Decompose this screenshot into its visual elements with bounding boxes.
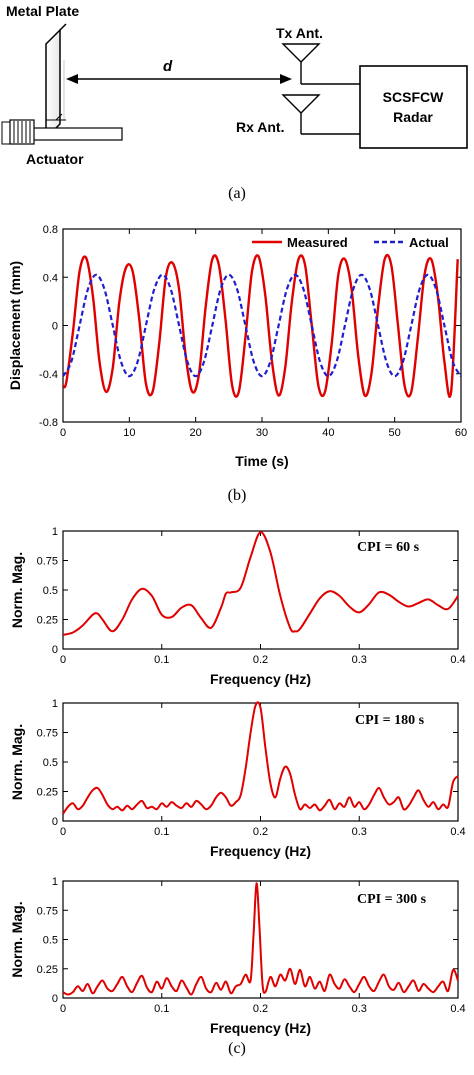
y-tick-label: 0.4 — [43, 272, 58, 284]
caption-c: (c) — [228, 1040, 246, 1057]
y-axis-label: Norm. Mag. — [9, 552, 25, 628]
cpi-annotation: CPI = 300 s — [357, 892, 427, 907]
rx-antenna-label: Rx Ant. — [236, 119, 284, 135]
x-tick-label: 10 — [123, 427, 135, 439]
actuator-motor — [1, 119, 35, 145]
y-axis-label: Norm. Mag. — [9, 724, 25, 800]
y-tick-label: 1 — [52, 526, 58, 538]
y-tick-label: 0.25 — [37, 787, 58, 799]
spectrum-series-line — [62, 882, 459, 996]
displacement-chart: 0 10 20 30 40 50 60 -0.8 -0.4 0 0.4 0.8 Time (s) Disp… — [7, 224, 467, 469]
schematic-diagram: Metal Plate Actuator d Tx Ant. — [1, 3, 468, 167]
plot-frame — [62, 228, 462, 423]
x-tick-label: 40 — [322, 427, 334, 439]
x-axis-label: Frequency (Hz) — [210, 671, 311, 687]
x-tick-label: 0.2 — [253, 826, 268, 838]
y-tick-label: 1 — [52, 698, 58, 710]
legend: Measured Actual — [252, 235, 449, 250]
radar-label-line1: SCSFCW — [383, 89, 444, 105]
y-tick-label: 0.8 — [43, 224, 58, 236]
plate-bracket-brace — [55, 113, 63, 121]
radar-box — [359, 65, 468, 149]
x-tick-label: 0 — [60, 1003, 66, 1015]
measured-series-line — [61, 253, 459, 398]
spectrum-chart-cpi-60: 0 0.1 0.2 0.3 0.4 0 0.25 0.5 0.75 1 Frequency (Hz)… — [9, 526, 466, 687]
actual-series-line — [62, 273, 462, 378]
spectrum-chart-cpi-180: 0 0.1 0.2 0.3 0.4 0 0.25 0.5 0.75 1 Frequency (Hz)… — [9, 698, 466, 859]
y-tick-label: 0.5 — [43, 935, 58, 947]
distance-arrow — [66, 74, 292, 84]
x-tick-label: 0.1 — [154, 826, 169, 838]
y-tick-label: 0.75 — [37, 556, 58, 568]
y-tick-label: 0 — [52, 816, 58, 828]
spectrum-series-line — [62, 531, 459, 636]
cpi-annotation: CPI = 60 s — [357, 540, 420, 555]
x-tick-label: 60 — [455, 427, 467, 439]
caption-a: (a) — [228, 185, 246, 202]
x-tick-label: 0 — [60, 654, 66, 666]
y-tick-label: -0.4 — [39, 369, 58, 381]
y-tick-label: -0.8 — [39, 417, 58, 429]
x-tick-label: 0.3 — [352, 826, 367, 838]
legend-measured-label: Measured — [287, 235, 348, 250]
legend-actual-label: Actual — [409, 235, 449, 250]
y-tick-label: 0.5 — [43, 585, 58, 597]
x-tick-label: 0.4 — [450, 1003, 465, 1015]
x-tick-label: 0.2 — [253, 1003, 268, 1015]
radar-label-line2: Radar — [393, 109, 433, 125]
x-tick-label: 0.2 — [253, 654, 268, 666]
x-axis-label: Frequency (Hz) — [210, 843, 311, 859]
x-tick-label: 0.4 — [450, 654, 465, 666]
x-tick-label: 0 — [60, 427, 66, 439]
y-tick-label: 0.75 — [37, 728, 58, 740]
x-tick-label: 0.1 — [154, 654, 169, 666]
caption-b: (b) — [228, 487, 247, 504]
x-tick-label: 0 — [60, 826, 66, 838]
y-tick-label: 0 — [52, 644, 58, 656]
y-tick-label: 0.25 — [37, 964, 58, 976]
x-tick-label: 0.3 — [352, 1003, 367, 1015]
x-tick-label: 0.4 — [450, 826, 465, 838]
x-axis-label: Frequency (Hz) — [210, 1020, 311, 1036]
x-tick-label: 30 — [256, 427, 268, 439]
y-tick-label: 1 — [52, 876, 58, 888]
y-axis-label: Displacement (mm) — [7, 261, 23, 390]
y-tick-label: 0.5 — [43, 757, 58, 769]
x-axis-label: Time (s) — [235, 453, 288, 469]
x-tick-label: 0.1 — [154, 1003, 169, 1015]
metal-plate-shape — [45, 28, 61, 140]
cpi-annotation: CPI = 180 s — [355, 713, 425, 728]
x-tick-label: 50 — [389, 427, 401, 439]
distance-label: d — [163, 58, 173, 75]
spectrum-chart-cpi-300: 0 0.1 0.2 0.3 0.4 0 0.25 0.5 0.75 1 Frequency (Hz)… — [9, 876, 466, 1036]
tx-antenna-label: Tx Ant. — [276, 25, 323, 41]
y-tick-label: 0 — [52, 321, 58, 333]
y-axis-label: Norm. Mag. — [9, 901, 25, 977]
spectrum-series-line — [62, 701, 459, 815]
y-tick-label: 0.75 — [37, 905, 58, 917]
actuator-label: Actuator — [26, 151, 84, 167]
metal-plate-top-edge — [59, 23, 67, 31]
rx-antenna-icon — [281, 94, 360, 135]
x-tick-label: 20 — [190, 427, 202, 439]
y-tick-label: 0.25 — [37, 615, 58, 627]
y-tick-label: 0 — [52, 993, 58, 1005]
x-tick-label: 0.3 — [352, 654, 367, 666]
tx-antenna-icon — [281, 43, 360, 85]
metal-plate-label: Metal Plate — [6, 3, 79, 19]
